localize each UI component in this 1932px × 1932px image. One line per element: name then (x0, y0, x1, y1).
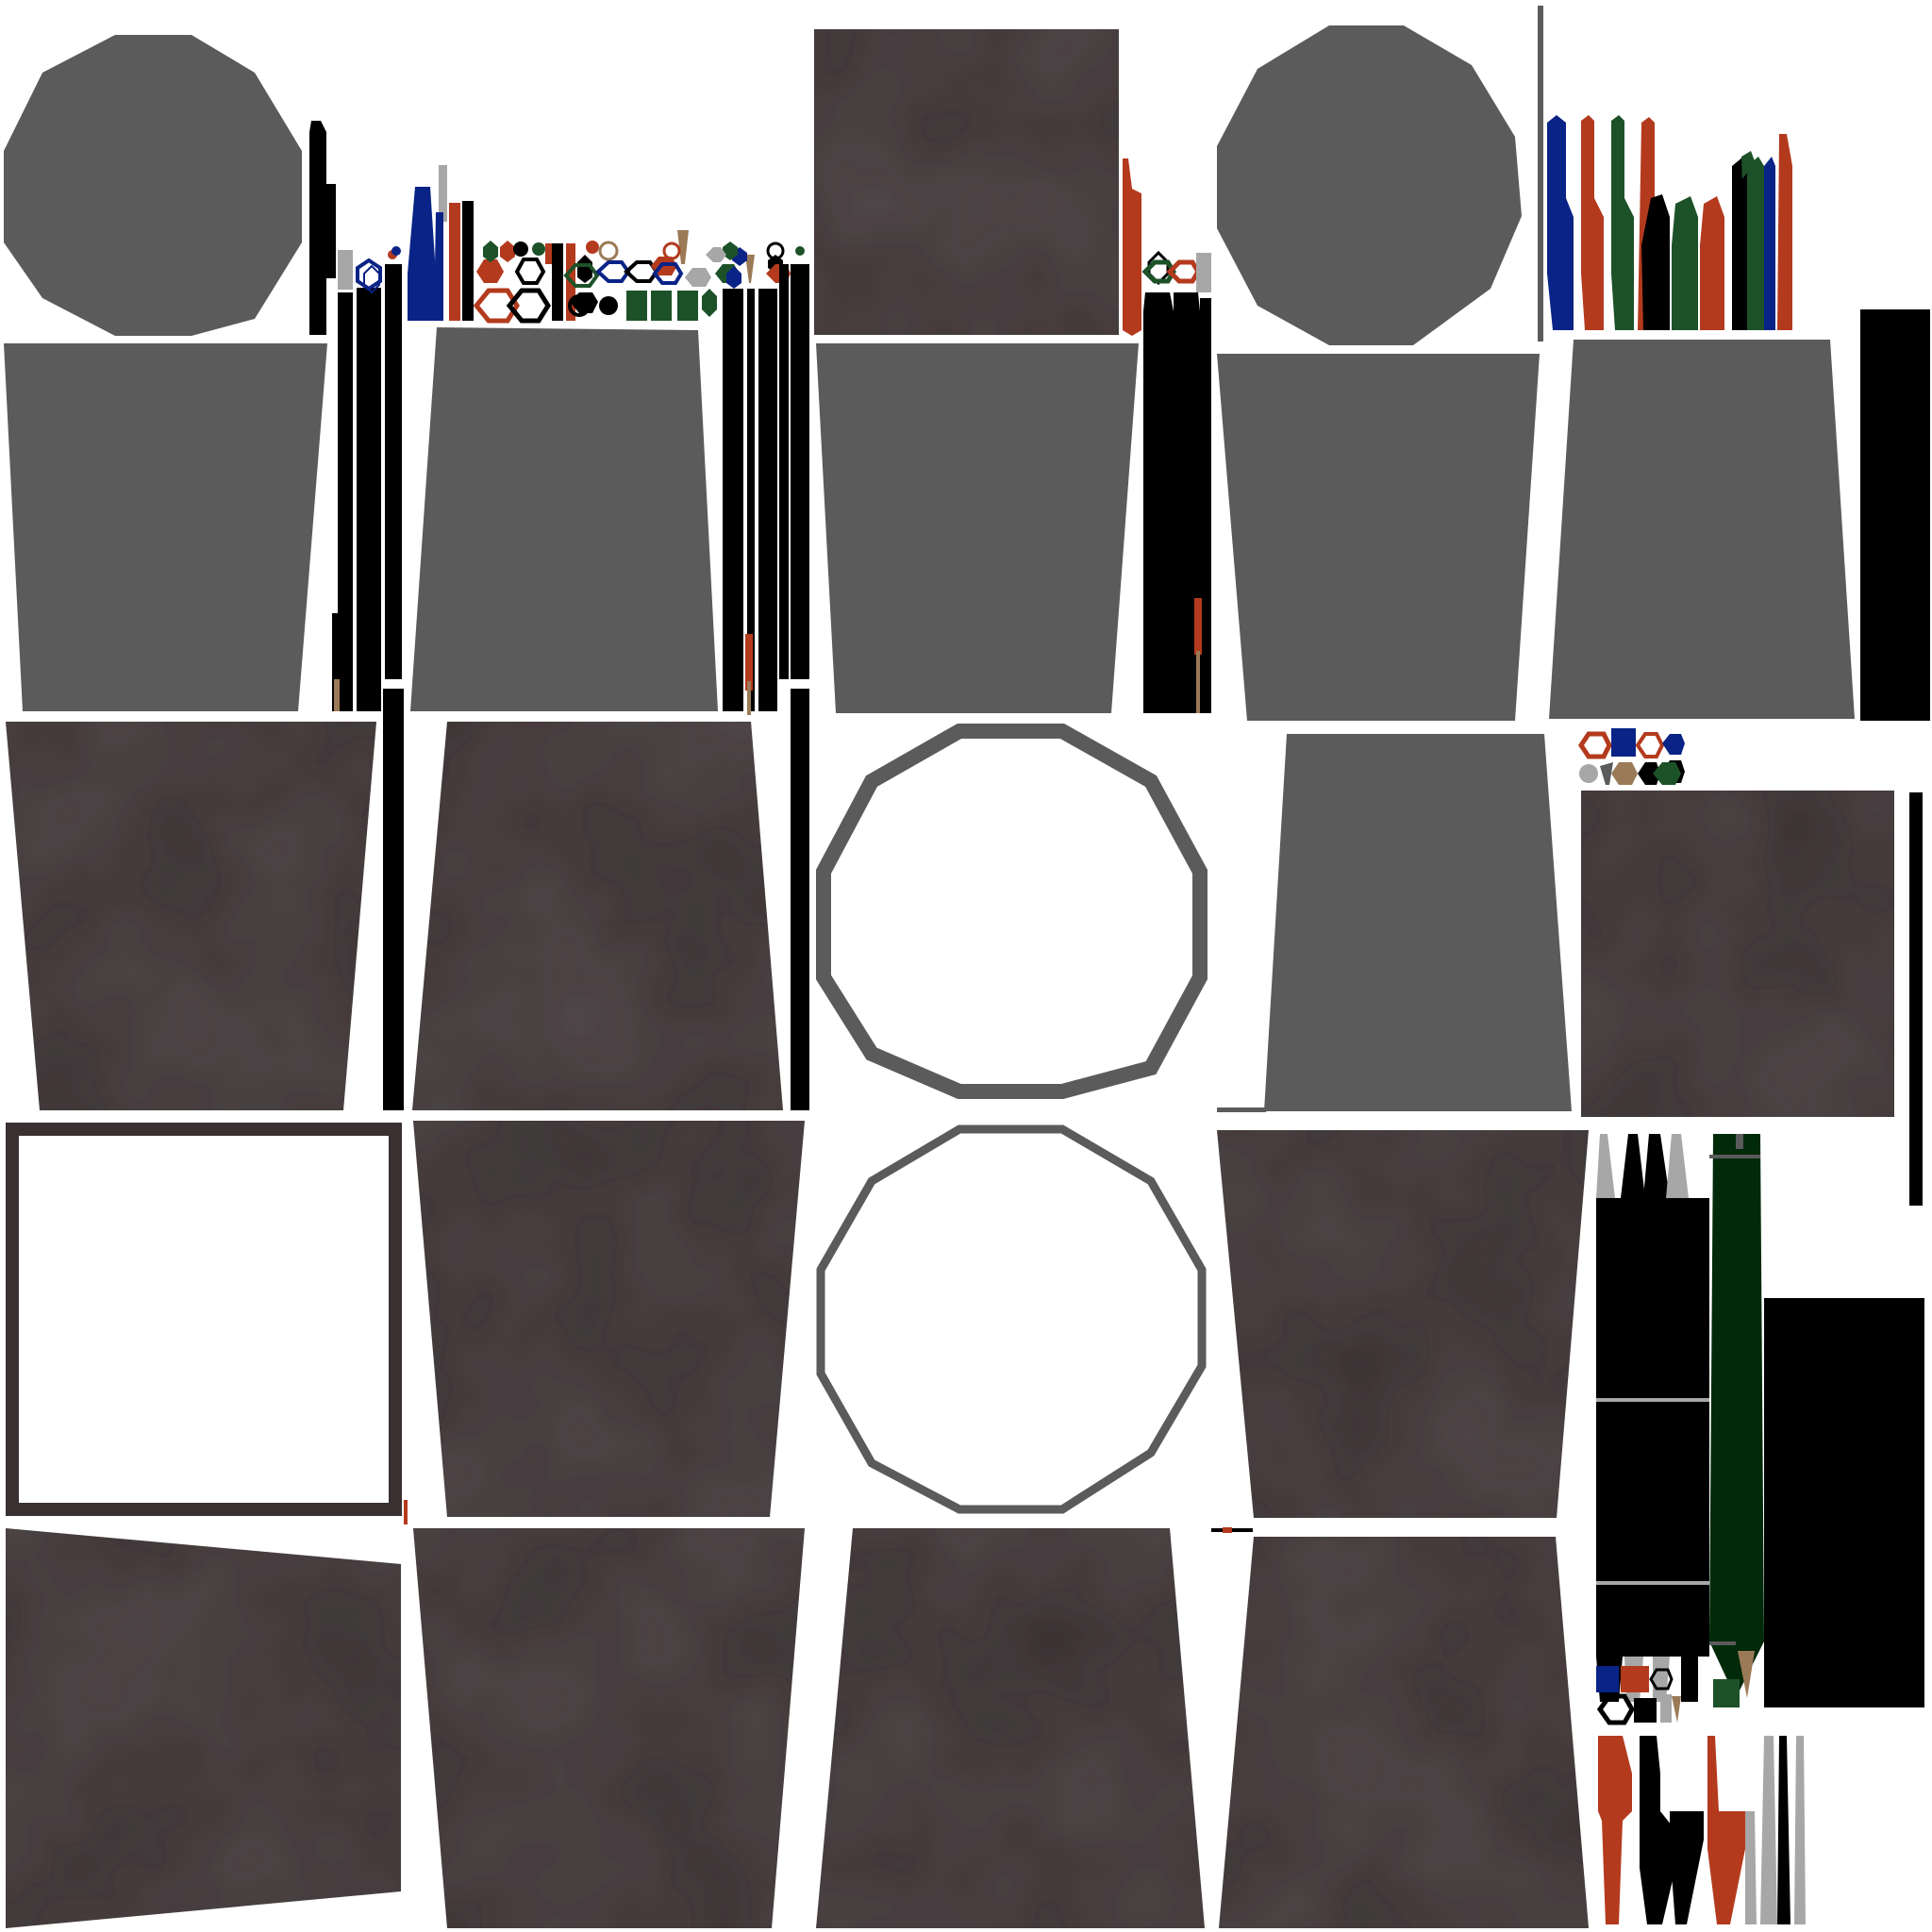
top-cap-grey-2 (1217, 25, 1522, 345)
cup-side-dark-6 (413, 1528, 805, 1928)
pencil-cluster-top (356, 165, 474, 321)
hex-pencil-ends-row-3 (1596, 1666, 1681, 1725)
cup-side-dark-2 (412, 722, 783, 1110)
top-cap-grey-1 (4, 35, 302, 336)
cup-side-grey-1 (4, 343, 327, 711)
marker-set-bottom (1598, 1736, 1806, 1924)
cup-side-grey-3 (816, 343, 1139, 713)
pencil-set-colored (1547, 115, 1792, 330)
dark-square-right (1581, 791, 1894, 1117)
tiny-marks (404, 1500, 1253, 1533)
cup-side-grey-2 (410, 327, 718, 711)
cup-side-dark-7 (816, 1528, 1205, 1928)
rim-ring-thin (816, 1124, 1207, 1514)
cup-side-dark-5 (6, 1528, 401, 1928)
cup-side-dark-3 (413, 1121, 805, 1517)
cup-side-dark-4 (1217, 1130, 1589, 1518)
cup-side-grey-5 (1549, 340, 1855, 719)
hex-pencil-ends-row-1 (473, 230, 805, 324)
base-frame (6, 1123, 402, 1516)
cup-side-grey-4 (1217, 354, 1540, 721)
cup-side-dark-8 (1219, 1537, 1589, 1928)
cup-side-dark-1 (6, 722, 376, 1110)
pen-sticks-col-right (1764, 309, 1930, 1707)
cup-side-grey-6 (1217, 734, 1572, 1112)
dark-square-top (814, 29, 1119, 335)
pencil-column-dark (1596, 1134, 1764, 1707)
pen-sticks-col-2 (383, 264, 809, 1110)
rim-ring-thick (816, 724, 1208, 1099)
pencil-red-tall (1123, 6, 1543, 713)
hex-pencil-ends-row-2 (1577, 728, 1685, 785)
